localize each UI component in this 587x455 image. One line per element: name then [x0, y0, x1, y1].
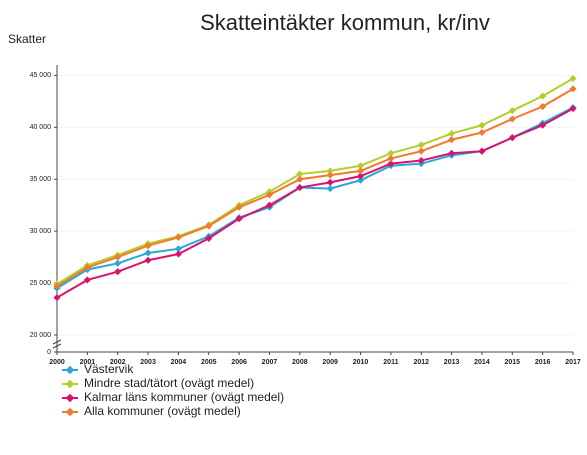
- point: [356, 162, 365, 170]
- x-tick-label: 2004: [171, 359, 187, 366]
- legend-label: Alla kommuner (ovägt medel): [84, 404, 241, 418]
- y-tick-label: 45 000: [30, 72, 52, 79]
- point: [296, 175, 304, 183]
- point: [356, 172, 365, 180]
- x-tick-label: 2015: [505, 359, 521, 366]
- point: [326, 185, 334, 193]
- point: [478, 128, 486, 137]
- point: [448, 130, 456, 138]
- point: [387, 149, 395, 157]
- point: [83, 263, 91, 272]
- point: [235, 203, 243, 211]
- point: [448, 149, 456, 157]
- x-tick-label: 2005: [201, 359, 217, 366]
- point: [356, 167, 365, 175]
- point: [569, 105, 577, 113]
- point: [569, 74, 577, 83]
- point: [205, 222, 213, 230]
- point: [296, 170, 304, 178]
- x-tick-label: 2008: [292, 359, 308, 366]
- point: [144, 256, 152, 264]
- point: [296, 184, 304, 192]
- x-tick-label: 2016: [535, 359, 551, 366]
- axis-break: [52, 339, 62, 349]
- point: [539, 121, 547, 129]
- series-line: [56, 77, 574, 285]
- legend-label: Mindre stad/tätort (ovägt medel): [84, 376, 254, 390]
- x-tick-label: 2001: [80, 359, 96, 366]
- point: [114, 259, 122, 267]
- point: [144, 249, 152, 257]
- x-tick-label: 2003: [140, 359, 156, 366]
- y-tick-label: 0: [47, 349, 51, 356]
- x-tick-label: 2017: [565, 359, 581, 366]
- point: [326, 178, 334, 186]
- y-tick-label: 30 000: [30, 228, 52, 235]
- point: [174, 233, 182, 241]
- point: [114, 253, 122, 261]
- point: [387, 154, 395, 162]
- point: [508, 134, 516, 142]
- y-tick-label: 35 000: [30, 176, 52, 183]
- series-line: [56, 88, 574, 288]
- point: [174, 245, 182, 253]
- point: [356, 176, 365, 184]
- x-tick-label: 2006: [231, 359, 247, 366]
- x-tick-label: 2009: [322, 359, 338, 366]
- point: [265, 201, 274, 209]
- point: [53, 282, 61, 290]
- chart-title: Skatteintäkter kommun, kr/inv: [200, 10, 490, 35]
- point: [417, 157, 425, 165]
- legend-label: Västervik: [84, 362, 134, 376]
- x-tick-label: 2000: [49, 359, 65, 366]
- point: [539, 103, 547, 111]
- point: [326, 171, 334, 179]
- point: [174, 250, 182, 258]
- y-tick-label: 40 000: [30, 124, 52, 131]
- point: [114, 268, 122, 276]
- series-line: [56, 106, 574, 290]
- point: [53, 294, 61, 302]
- point: [448, 136, 456, 144]
- point: [569, 85, 577, 93]
- legend-label: Kalmar läns kommuner (ovägt medel): [84, 390, 284, 404]
- x-tick-label: 2007: [262, 359, 278, 366]
- x-tick-label: 2002: [110, 359, 126, 366]
- point: [205, 234, 213, 242]
- point: [478, 147, 486, 155]
- point: [235, 215, 243, 223]
- x-tick-label: 2010: [353, 359, 369, 366]
- x-tick-label: 2012: [413, 359, 429, 366]
- x-tick-label: 2014: [474, 359, 490, 366]
- point: [417, 141, 425, 149]
- point: [387, 160, 395, 168]
- point: [83, 276, 91, 284]
- x-tick-label: 2011: [383, 359, 398, 366]
- point: [265, 191, 274, 199]
- point: [508, 115, 516, 123]
- y-tick-label: 25 000: [30, 280, 52, 287]
- point: [144, 242, 152, 250]
- y-axis-label: Skatter: [8, 32, 46, 46]
- x-tick-label: 2013: [444, 359, 460, 366]
- point: [326, 167, 334, 175]
- y-tick-label: 20 000: [30, 332, 52, 339]
- point: [539, 92, 547, 100]
- series-line: [56, 107, 574, 299]
- point: [508, 107, 516, 115]
- point: [417, 147, 425, 155]
- point: [478, 121, 486, 129]
